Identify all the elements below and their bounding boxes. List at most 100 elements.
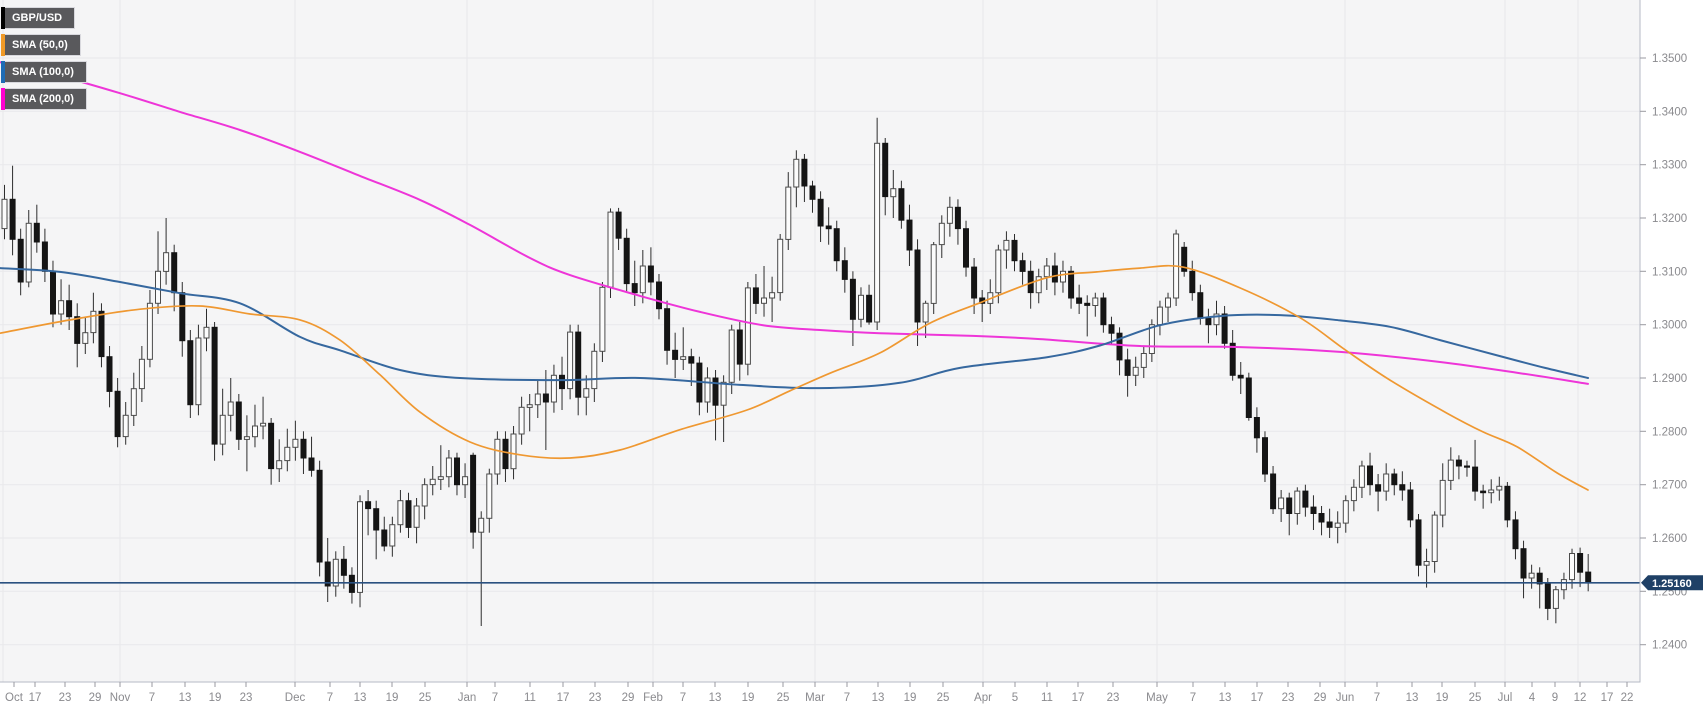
candle-body-down [1310, 506, 1317, 515]
candle-body-up [534, 393, 541, 406]
chart-plot-area[interactable] [0, 0, 1640, 682]
candle-body-up [90, 310, 97, 334]
sma-50-line [0, 264, 1589, 491]
candle-body-up [252, 425, 258, 438]
time-tick-label: 7 [327, 692, 333, 704]
candle-body-down [300, 438, 307, 459]
time-tick-label: 23 [59, 692, 72, 704]
candle-body-down [1585, 571, 1592, 584]
time-tick-label: 19 [386, 692, 399, 704]
candle-body-up [1060, 270, 1066, 283]
candle-body-up [858, 294, 864, 320]
price-tick-label: 1.2800 [1652, 426, 1687, 438]
candle-body-up [777, 238, 784, 294]
candle-body-down [211, 326, 218, 445]
candle-body-up [567, 331, 574, 390]
time-tick-label: 23 [589, 692, 602, 704]
candle-body-up [284, 446, 291, 462]
last-price-tag [1641, 575, 1703, 591]
candle-body-up [591, 350, 598, 390]
candle-body-up [421, 484, 428, 507]
legend-color-bar-icon [1, 61, 5, 83]
candle-body-down [381, 529, 388, 547]
time-tick-label: 7 [492, 692, 498, 704]
candle-body-down [308, 457, 315, 471]
time-axis[interactable]: Oct 17 23 29 Nov 7 13 19 23 Dec 7 13 19 25 Jan 7 11 17 23 2… [5, 682, 1633, 704]
candle-body-down [1019, 260, 1026, 272]
candle-body-down [50, 270, 56, 315]
legend-item-gbpusd[interactable]: GBP/USD [1, 7, 76, 29]
candle-body-down [1286, 497, 1293, 514]
candle-body-down [801, 158, 808, 187]
candle-body-down [1399, 484, 1406, 491]
candle-body-down [866, 294, 873, 323]
candle-body-down [809, 185, 816, 200]
time-tick-label: 7 [680, 692, 686, 704]
time-tick-label: 25 [937, 692, 950, 704]
price-tick-label: 1.3000 [1652, 320, 1687, 332]
time-tick-label: Jun [1336, 692, 1355, 704]
candle-body-up [720, 381, 727, 406]
price-axis[interactable]: 1.3500 1.3400 1.3300 1.3200 1.3100 1.3000 1.29… [1640, 53, 1687, 652]
candle-body-up [1488, 489, 1495, 494]
candle-body-down [179, 292, 186, 342]
candle-body-down [672, 349, 679, 360]
sma-100-line [0, 267, 1589, 390]
legend-item-sma100[interactable]: SMA (100,0) [1, 61, 87, 83]
candle-body-up [639, 265, 646, 294]
candle-body-up [413, 505, 420, 528]
candle-body-up [1383, 473, 1390, 492]
last-price-tag-label: 1.25160 [1652, 578, 1692, 590]
candle-body-up [1003, 239, 1010, 251]
candle-body-down [882, 142, 889, 198]
candle-body-up [25, 222, 32, 283]
price-tick-label: 1.3200 [1652, 213, 1687, 225]
candle-body-up [292, 438, 299, 448]
candle-body-down [235, 401, 242, 440]
time-tick-label: 25 [777, 692, 790, 704]
candle-body-down [1181, 246, 1188, 272]
candle-body-down [841, 260, 848, 280]
legend-color-bar-icon [1, 7, 5, 29]
candle-body-down [542, 393, 549, 403]
candle-body-down [1415, 519, 1422, 566]
candle-body-down [106, 356, 113, 392]
candle-body-up [938, 222, 945, 246]
candlestick-series[interactable] [1, 117, 1592, 626]
price-tick-label: 1.2700 [1652, 480, 1687, 492]
candle-body-down [656, 281, 662, 310]
legend-item-sma200[interactable]: SMA (200,0) [1, 88, 87, 110]
time-tick-label: Jul [1498, 692, 1513, 704]
time-tick-label: 11 [524, 692, 536, 704]
candle-body-down [817, 198, 824, 227]
candle-body-up [1528, 572, 1535, 579]
legend-item-sma50[interactable]: SMA (50,0) [1, 34, 81, 56]
time-tick-label: 19 [904, 692, 917, 704]
candle-body-up [58, 300, 65, 315]
candle-body-up [1431, 514, 1438, 562]
candle-body-up [243, 436, 250, 440]
candle-body-down [74, 316, 81, 344]
candle-body-up [510, 433, 517, 470]
candle-body-down [559, 374, 565, 390]
candle-body-up [874, 142, 881, 323]
legend-color-bar-icon [1, 34, 5, 56]
candle-body-up [130, 388, 137, 416]
time-tick-label: 7 [1190, 692, 1196, 704]
time-tick-label: Dec [285, 692, 306, 704]
candle-body-up [1423, 561, 1430, 566]
candle-body-down [9, 198, 16, 240]
time-tick-label: 22 [1621, 692, 1634, 704]
candle-body-up [1148, 324, 1155, 355]
candle-body-up [1035, 276, 1042, 294]
time-tick-label: May [1146, 692, 1168, 704]
candle-body-up [1043, 265, 1050, 278]
time-tick-label: 17 [1072, 692, 1085, 704]
legend-item-label: GBP/USD [12, 12, 63, 24]
time-tick-label: 17 [1251, 692, 1264, 704]
candle-body-down [712, 377, 719, 406]
price-tick-label: 1.3100 [1652, 266, 1687, 278]
candle-body-up [1156, 306, 1163, 326]
candle-body-up [1560, 579, 1567, 591]
